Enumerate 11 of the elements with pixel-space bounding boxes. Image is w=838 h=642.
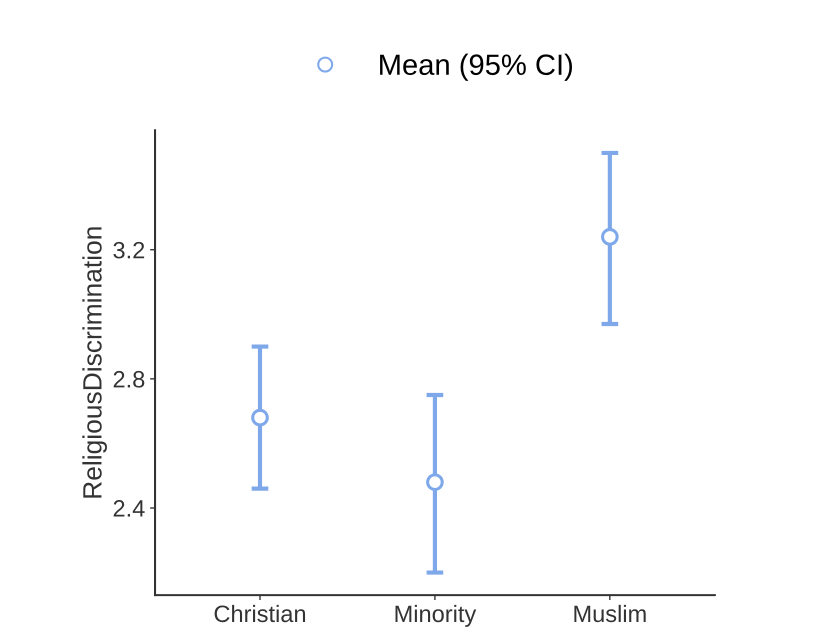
x-tick-label: Muslim <box>574 604 646 622</box>
point <box>251 408 269 426</box>
legend-label: Mean (95% CI) <box>380 54 572 81</box>
y-tick-label: 2.4 <box>114 500 145 517</box>
point <box>601 228 619 246</box>
point <box>426 473 444 491</box>
x-tick-label: Minority <box>396 604 476 627</box>
y-tick-label: 3.2 <box>113 242 144 259</box>
x-tick-label: Christian <box>214 604 306 622</box>
y-tick-label: 2.8 <box>114 370 144 388</box>
y-axis-title: ReligiousDiscrimination <box>82 227 107 498</box>
